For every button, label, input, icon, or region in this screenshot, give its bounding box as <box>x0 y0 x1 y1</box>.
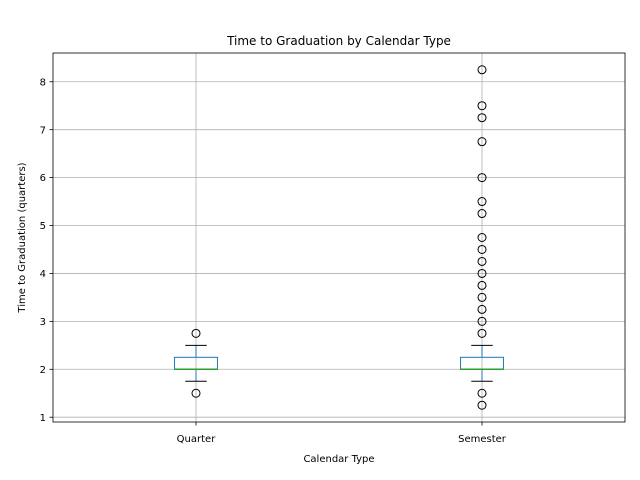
outlier-point <box>477 244 487 254</box>
outlier-point <box>477 65 487 75</box>
x-tick-label: Quarter <box>177 434 217 445</box>
outlier-point <box>477 233 487 242</box>
outlier-point <box>477 256 487 266</box>
outlier-point <box>477 268 487 278</box>
outlier-point <box>477 173 487 183</box>
outlier-point <box>477 292 487 302</box>
outlier-point <box>477 137 487 147</box>
outlier-point <box>477 400 487 410</box>
outlier-point <box>477 316 487 326</box>
y-tick-label: 8 <box>40 77 46 88</box>
chart-title: Time to Graduation by Calendar Type <box>226 34 451 48</box>
x-tick-label: Semester <box>458 434 507 445</box>
outlier-point <box>477 209 487 219</box>
outlier-point <box>477 197 487 207</box>
x-axis-ticks: Quarter Semester <box>177 422 507 445</box>
y-axis-ticks: 1 2 3 4 5 6 7 8 <box>40 77 53 424</box>
outlier-point <box>477 113 487 123</box>
y-tick-label: 4 <box>40 269 46 280</box>
outlier-point <box>477 101 487 111</box>
outlier-point <box>191 328 201 338</box>
outlier-point <box>191 388 201 398</box>
outlier-point <box>477 328 487 338</box>
y-tick-label: 7 <box>40 125 46 136</box>
y-tick-label: 1 <box>40 413 46 424</box>
y-tick-label: 2 <box>40 365 46 376</box>
grid-lines <box>53 53 625 422</box>
y-axis-label: Time to Graduation (quarters) <box>17 162 28 313</box>
outlier-point <box>477 304 487 314</box>
outlier-point <box>477 388 487 398</box>
boxes <box>174 65 504 410</box>
y-tick-label: 3 <box>40 317 46 328</box>
y-tick-label: 5 <box>40 221 46 232</box>
x-axis-label: Calendar Type <box>303 454 374 465</box>
box-quarter <box>174 328 218 398</box>
outlier-point <box>477 280 487 290</box>
box-semester <box>460 65 504 410</box>
plot-frame <box>52 52 626 423</box>
y-tick-label: 6 <box>40 173 46 184</box>
